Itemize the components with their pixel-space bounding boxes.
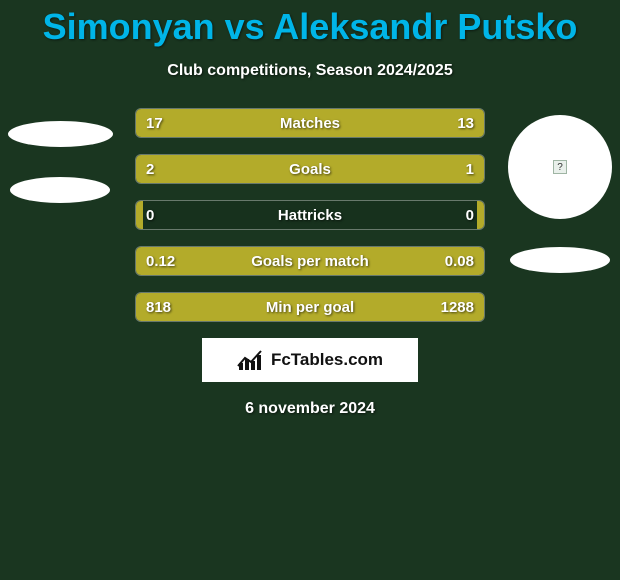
player-right-side: ?	[500, 115, 620, 273]
stat-row: 0.12 Goals per match 0.08	[135, 246, 485, 276]
stat-row: 2 Goals 1	[135, 154, 485, 184]
stat-label: Goals	[136, 155, 484, 184]
stats-container: 17 Matches 13 2 Goals 1 0 Hattricks 0 0.…	[135, 108, 485, 322]
player-left-shape-2	[10, 177, 110, 203]
player-left-side	[0, 115, 120, 203]
bar-chart-icon	[237, 349, 265, 371]
stat-label: Matches	[136, 109, 484, 138]
subtitle: Club competitions, Season 2024/2025	[0, 62, 620, 80]
stat-row: 17 Matches 13	[135, 108, 485, 138]
stat-val-right: 1288	[441, 293, 474, 322]
brand-badge: FcTables.com	[202, 338, 418, 382]
brand-text: FcTables.com	[271, 350, 383, 370]
stat-val-right: 1	[466, 155, 474, 184]
stat-row: 818 Min per goal 1288	[135, 292, 485, 322]
avatar-placeholder-icon: ?	[553, 160, 567, 174]
stat-val-right: 13	[457, 109, 474, 138]
stat-label: Min per goal	[136, 293, 484, 322]
page-title: Simonyan vs Aleksandr Putsko	[0, 0, 620, 48]
player-left-shape-1	[8, 121, 113, 147]
player-right-shape	[510, 247, 610, 273]
player-right-avatar: ?	[508, 115, 612, 219]
date-text: 6 november 2024	[0, 400, 620, 418]
stat-val-right: 0.08	[445, 247, 474, 276]
stat-val-right: 0	[466, 201, 474, 230]
stat-label: Goals per match	[136, 247, 484, 276]
stat-label: Hattricks	[136, 201, 484, 230]
stat-row: 0 Hattricks 0	[135, 200, 485, 230]
